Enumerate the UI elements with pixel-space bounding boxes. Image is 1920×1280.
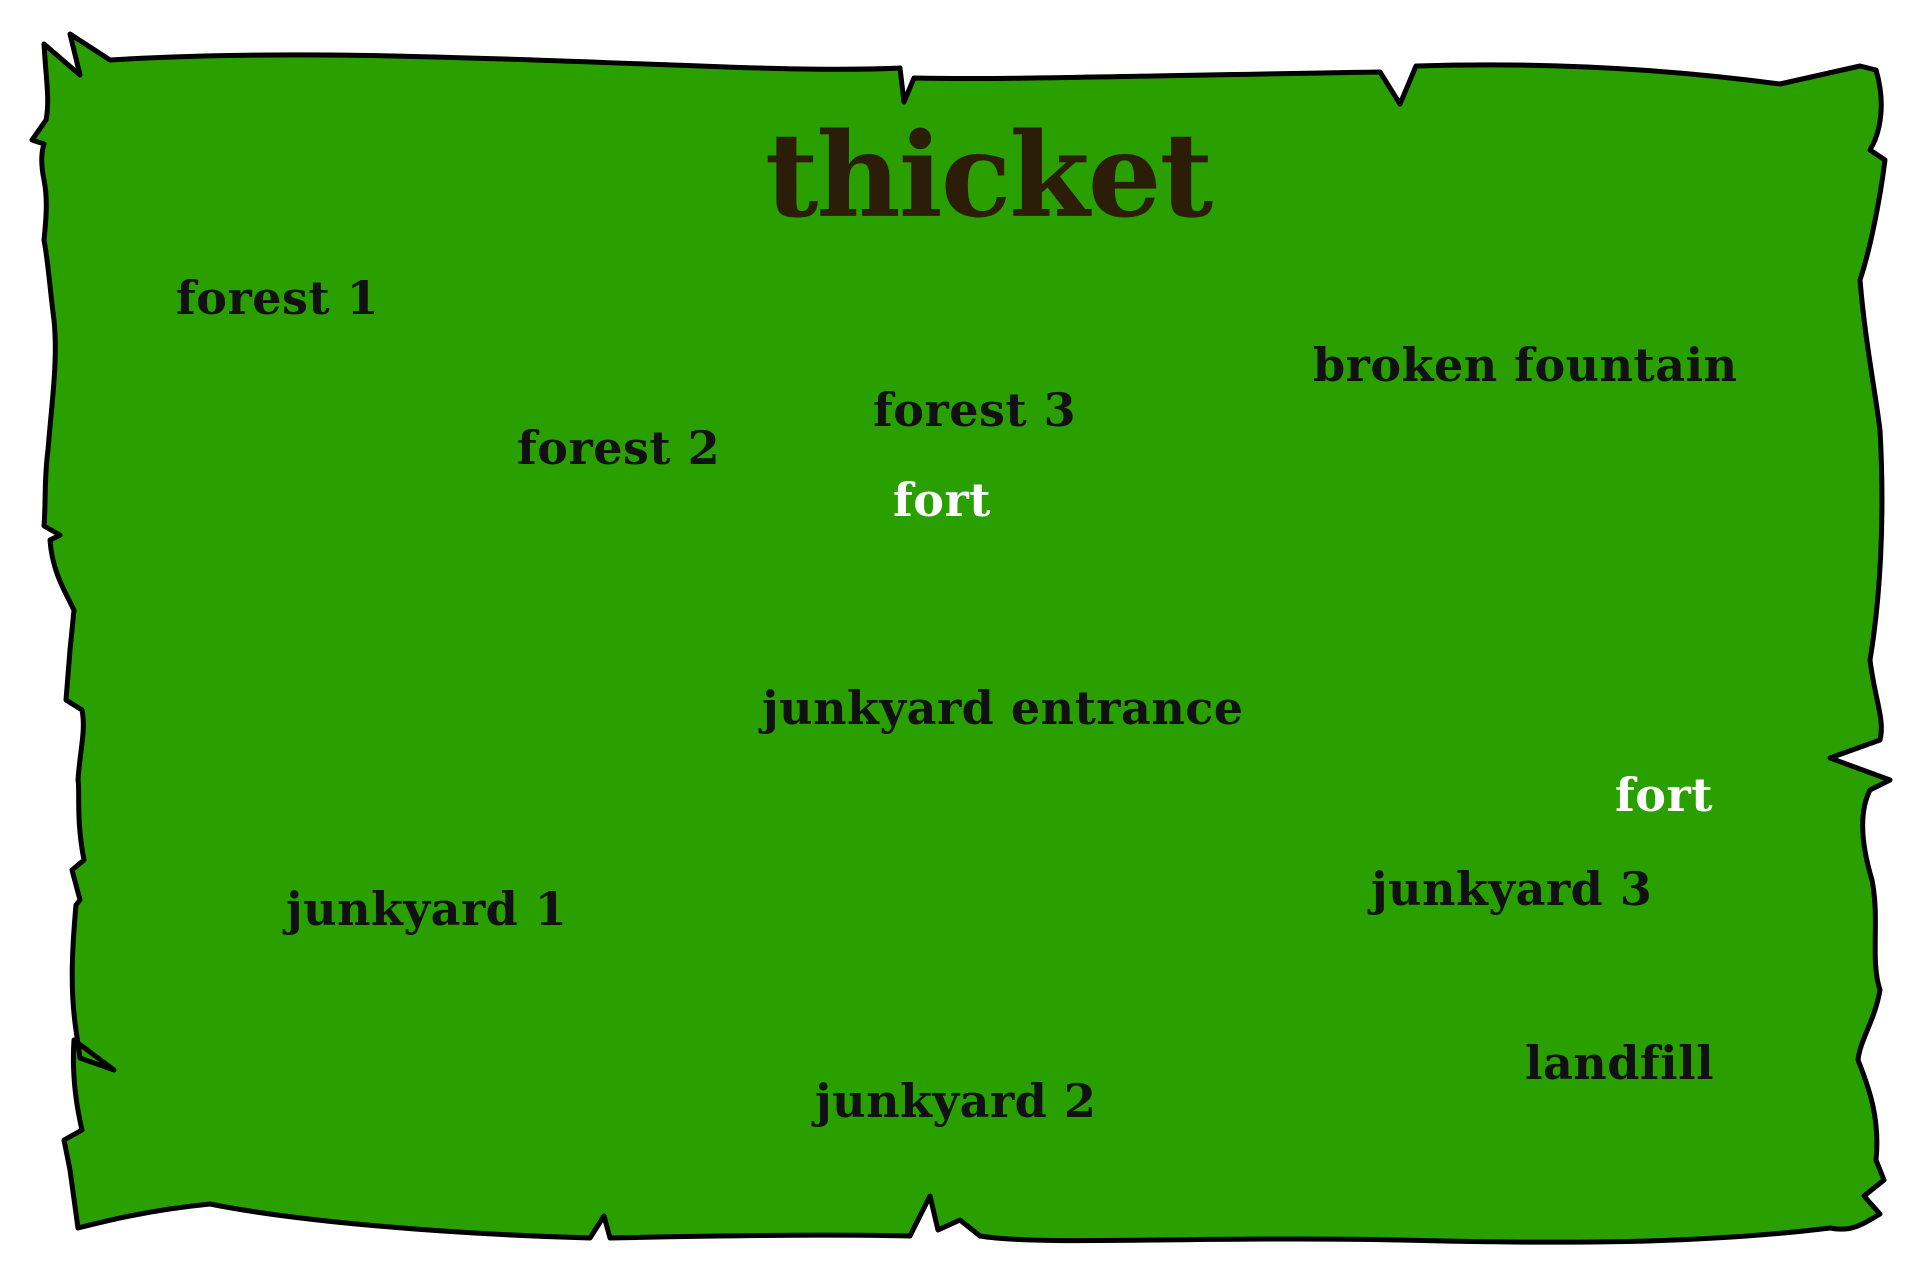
parchment-map-shape <box>29 31 1893 1245</box>
place-forest-3[interactable]: forest 3 <box>873 383 1077 437</box>
map-title: thicket <box>764 108 1213 244</box>
place-forest-2[interactable]: forest 2 <box>517 421 721 475</box>
place-broken-fountain[interactable]: broken fountain <box>1313 338 1738 392</box>
place-junkyard-2[interactable]: junkyard 2 <box>815 1074 1097 1128</box>
place-forest-1[interactable]: forest 1 <box>176 271 380 325</box>
place-landfill[interactable]: landfill <box>1525 1036 1715 1090</box>
place-junkyard-entrance[interactable]: junkyard entrance <box>762 681 1244 735</box>
place-fort-north[interactable]: fort <box>893 473 991 527</box>
place-junkyard-1[interactable]: junkyard 1 <box>286 882 568 936</box>
place-junkyard-3[interactable]: junkyard 3 <box>1371 862 1653 916</box>
place-fort-east[interactable]: fort <box>1615 768 1713 822</box>
